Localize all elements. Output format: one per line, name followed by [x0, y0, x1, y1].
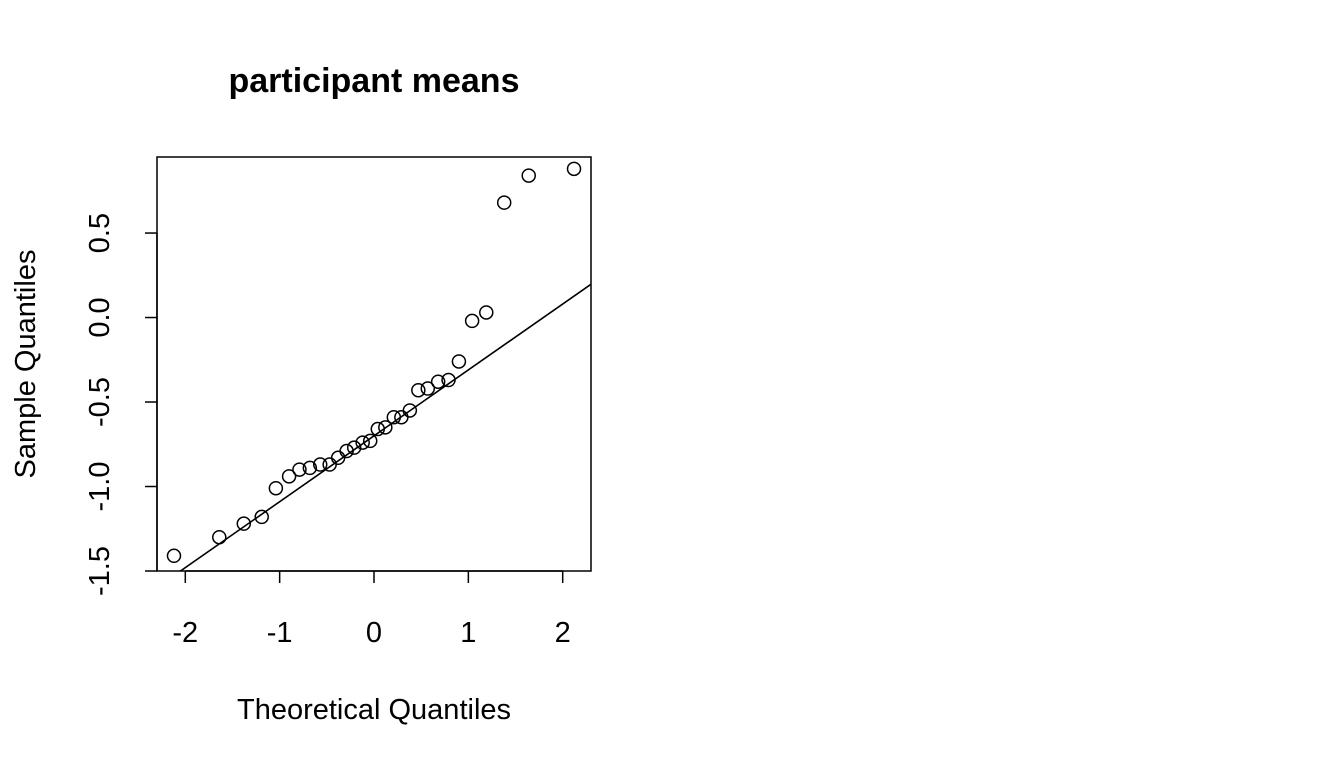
data-point	[411, 382, 426, 398]
x-axis-title: Theoretical Quantiles	[237, 694, 511, 726]
y-tick-label: -1.0	[84, 462, 116, 512]
data-point	[370, 421, 386, 437]
data-point	[464, 313, 480, 329]
data-point	[521, 168, 536, 183]
data-point	[166, 548, 182, 564]
data-point	[302, 460, 318, 476]
y-tick-label: -0.5	[84, 377, 116, 427]
data-point	[212, 529, 227, 545]
data-point	[281, 469, 297, 484]
data-point	[402, 403, 418, 418]
data-point	[430, 374, 446, 389]
chart-title: participant means	[229, 62, 520, 100]
data-point	[451, 354, 467, 369]
data-point	[496, 195, 512, 210]
data-point	[378, 420, 393, 435]
data-points	[166, 161, 582, 564]
data-point	[339, 443, 354, 459]
data-point	[236, 516, 252, 531]
data-point	[362, 433, 378, 449]
data-point	[479, 305, 494, 320]
y-axis: -1.5 -1.0 -0.5 0.0 0.5	[84, 213, 158, 596]
data-point	[386, 409, 402, 425]
x-tick-label: 0	[366, 617, 382, 649]
data-point	[346, 440, 362, 455]
x-tick-label: -2	[172, 617, 198, 649]
x-tick-label: -1	[267, 617, 293, 649]
x-tick-label: 1	[460, 617, 476, 649]
data-point	[420, 381, 436, 396]
data-point	[254, 509, 269, 525]
data-point	[355, 435, 370, 450]
y-tick-label: -1.5	[84, 546, 116, 596]
y-axis-title: Sample Quantiles	[10, 250, 42, 479]
y-tick-label: 0.0	[84, 297, 116, 337]
data-point	[292, 462, 307, 477]
x-axis: -2 -1 0 1 2	[172, 570, 571, 649]
data-point	[566, 161, 582, 177]
data-point	[268, 480, 284, 496]
x-tick-label: 2	[555, 617, 571, 649]
data-point	[312, 457, 328, 472]
data-point	[441, 372, 456, 388]
y-tick-label: 0.5	[84, 213, 116, 253]
